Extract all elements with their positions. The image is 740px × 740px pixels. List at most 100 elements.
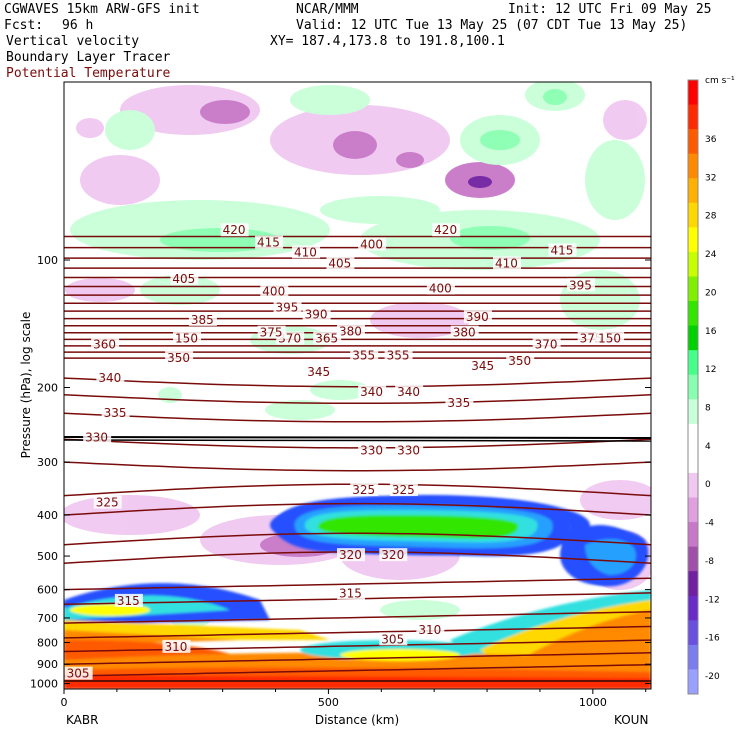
x-tick-label: 500	[318, 696, 339, 709]
theta-label-bg	[302, 307, 331, 321]
theta-label-bg	[260, 284, 289, 298]
theta-label-bg	[326, 256, 355, 270]
colorbar-swatch	[688, 644, 698, 670]
theta-label-bg	[173, 331, 202, 345]
colorbar-label: 36	[705, 135, 717, 145]
colorbar-swatch	[688, 80, 698, 106]
y-axis-title: Pressure (hPa), log scale	[19, 312, 33, 459]
theta-label-bg	[101, 405, 130, 419]
theta-label: 385	[191, 313, 214, 327]
theta-contour-line	[64, 438, 651, 449]
theta-contour-line	[64, 639, 651, 653]
colorbar-swatch	[688, 399, 698, 425]
y-tick-label: 200	[37, 381, 58, 394]
theta-label-bg	[165, 350, 194, 364]
colorbar-label: 32	[705, 173, 716, 183]
theta-label-bg	[114, 593, 143, 607]
theta-contour-line	[64, 502, 651, 516]
theta-label: 400	[429, 281, 452, 295]
theta-label: 420	[434, 223, 457, 237]
theta-label: 340	[397, 385, 420, 399]
theta-label-bg	[257, 325, 286, 339]
theta-label: 420	[223, 223, 246, 237]
theta-label-bg	[83, 430, 112, 444]
theta-label-bg	[91, 337, 120, 351]
theta-label: 400	[360, 238, 383, 252]
colorbar-swatch	[688, 325, 698, 351]
theta-contour-line	[64, 461, 651, 472]
model-title: CGWAVES 15km ARW-GFS init	[4, 2, 200, 17]
theta-label-bg	[358, 237, 387, 251]
theta-label: 375	[260, 326, 283, 340]
theta-label-bg	[162, 639, 191, 653]
velocity-shading: 305 310 315 325 330 335 340 350 360 385 405 420 415 4…	[64, 82, 651, 689]
colorbar-label: -8	[705, 557, 714, 567]
forecast-label: Fcst:	[4, 18, 44, 33]
theta-label: 310	[418, 623, 441, 637]
theta-label-bg	[220, 223, 249, 237]
colorbar-label: 12	[705, 365, 716, 375]
colorbar-label: 0	[705, 480, 711, 490]
theta-label: 380	[339, 324, 362, 338]
theta-label-bg	[350, 483, 379, 497]
theta-label: 380	[453, 326, 476, 340]
theta-label: 330	[360, 444, 383, 458]
colorbar-swatch	[688, 595, 698, 621]
theta-label-bg	[379, 548, 408, 562]
theta-label-bg	[255, 235, 284, 249]
theta-label-bg	[395, 384, 424, 398]
theta-label: 415	[551, 243, 574, 257]
theta-label: 325	[352, 483, 375, 497]
colorbar-swatch	[688, 546, 698, 572]
theta-label-bg	[548, 243, 577, 257]
colorbar-swatch	[688, 423, 698, 449]
theta-label-bg	[93, 495, 122, 509]
theta-contour-line	[64, 412, 651, 423]
theta-label-bg	[469, 359, 498, 373]
y-tick-label: 1000	[30, 678, 58, 691]
colorbar-swatch	[688, 227, 698, 253]
theta-label: 390	[466, 310, 489, 324]
theta-label: 305	[67, 667, 90, 681]
colorbar-swatch	[688, 350, 698, 376]
theta-label: 415	[257, 236, 280, 250]
colorbar-label: 16	[705, 327, 717, 337]
left-station-label: KABR	[66, 713, 98, 727]
theta-label-bg	[350, 348, 379, 362]
x-tick-label: 1000	[579, 696, 607, 709]
colorbar-swatch	[688, 522, 698, 548]
theta-label: 305	[381, 632, 404, 646]
theta-label-bg	[445, 396, 474, 410]
y-tick-label: 900	[37, 658, 58, 671]
colorbar-swatch	[688, 104, 698, 130]
theta-label: 360	[93, 337, 116, 351]
theta-label: 345	[471, 359, 494, 373]
theta-labels: 305 310 315 325 330 335 340 350 360 385 405 420 415 4…	[64, 223, 625, 681]
y-tick-label: 400	[37, 509, 58, 522]
colorbar-label: -20	[705, 672, 720, 682]
theta-label: 350	[167, 351, 190, 365]
theta-label: 330	[397, 444, 420, 458]
theta-label: 325	[392, 483, 415, 497]
theta-label-bg	[450, 325, 479, 339]
colorbar-swatch	[688, 251, 698, 277]
theta-contour-line	[64, 577, 651, 591]
valid-time: Valid: 12 UTC Tue 13 May 25 (07 CDT Tue …	[296, 18, 688, 33]
colorbar-label: 4	[705, 442, 711, 452]
colorbar-swatch	[688, 571, 698, 597]
theta-label-bg	[416, 623, 445, 637]
theta-label-bg	[432, 223, 461, 237]
y-tick-label: 100	[37, 254, 58, 267]
cross-section-coords: XY= 187.4,173.8 to 191.8,100.1	[270, 34, 505, 49]
y-tick-label: 600	[37, 584, 58, 597]
theta-label: 365	[315, 332, 338, 346]
theta-label: 320	[339, 548, 362, 562]
colorbar-swatch	[688, 472, 698, 499]
theta-label-bg	[64, 666, 93, 680]
theta-label: 315	[117, 594, 140, 608]
theta-label-bg	[389, 483, 418, 497]
theta-label: 405	[328, 256, 351, 270]
theta-label: 335	[447, 396, 470, 410]
plot-frame	[63, 81, 652, 690]
colorbar-label: 8	[705, 404, 711, 414]
